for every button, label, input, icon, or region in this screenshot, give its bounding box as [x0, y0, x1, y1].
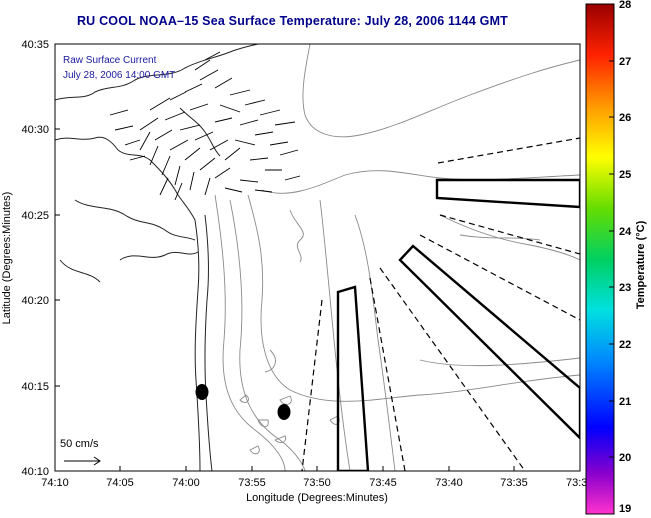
sample-marker	[277, 404, 291, 420]
colorbar-tick-label: 25	[619, 169, 631, 181]
surface-current-arrows	[109, 51, 301, 201]
x-tick-label: 74:00	[172, 477, 200, 489]
colorbar-ticks	[609, 3, 614, 515]
colorbar-tick-labels: 28 27 26 25 24 23 22 21 20 19	[619, 0, 632, 515]
scale-arrow	[64, 456, 101, 466]
colorbar-tick-label: 28	[619, 0, 631, 11]
map-title: RU COOL NOAA–15 Sea Surface Temperature:…	[76, 14, 509, 28]
x-tick-labels: 74:10 74:05 74:00 73:55 73:50 73:45 73:4…	[41, 477, 587, 489]
x-tick-label: 73:40	[435, 477, 463, 489]
colorbar-tick-label: 21	[619, 396, 631, 408]
plot-frame	[54, 43, 581, 472]
colorbar-tick-label: 27	[619, 56, 631, 68]
colorbar-tick-label: 24	[619, 226, 632, 238]
colorbar-tick-label: 20	[619, 452, 631, 464]
colorbar-tick-label: 23	[619, 282, 631, 294]
dumpsite-polygons	[336, 178, 580, 471]
y-tick-label: 40:25	[21, 210, 49, 222]
colorbar	[585, 3, 615, 515]
x-axis-title: Longitude (Degrees:Minutes)	[246, 492, 388, 504]
x-tick-label: 74:10	[41, 477, 69, 489]
dashed-range-lines	[301, 137, 580, 471]
y-tick-label: 40:15	[21, 381, 49, 393]
overlay-line-2: July 28, 2006 14:00 GMT	[63, 70, 175, 81]
x-tick-label: 73:50	[303, 477, 331, 489]
sample-marker	[195, 384, 209, 400]
map-content: Raw Surface Current July 28, 2006 14:00 …	[55, 44, 580, 471]
axis-ticks	[54, 43, 515, 471]
coastline	[55, 44, 259, 471]
overlay-line-1: Raw Surface Current	[63, 55, 157, 66]
scale-label: 50 cm/s	[60, 438, 99, 450]
y-axis-title: Latitude (Degrees:Minutes)	[1, 192, 13, 325]
x-tick-label: 73:35	[500, 477, 528, 489]
colorbar-title: Temperature (°C)	[635, 220, 647, 309]
bathymetry-contours	[214, 44, 580, 471]
colorbar-tick-label: 22	[619, 339, 631, 351]
y-tick-label: 40:35	[21, 39, 49, 51]
x-tick-label: 73:3	[566, 477, 587, 489]
x-tick-label: 73:55	[238, 477, 266, 489]
y-tick-labels: 40:35 40:30 40:25 40:20 40:15 40:10	[21, 39, 49, 478]
y-tick-label: 40:20	[21, 295, 49, 307]
y-tick-label: 40:10	[21, 466, 49, 478]
x-tick-label: 74:05	[106, 477, 134, 489]
colorbar-tick-label: 26	[619, 112, 631, 124]
y-tick-label: 40:30	[21, 124, 49, 136]
colorbar-tick-label: 19	[619, 503, 631, 515]
x-tick-label: 73:45	[369, 477, 397, 489]
